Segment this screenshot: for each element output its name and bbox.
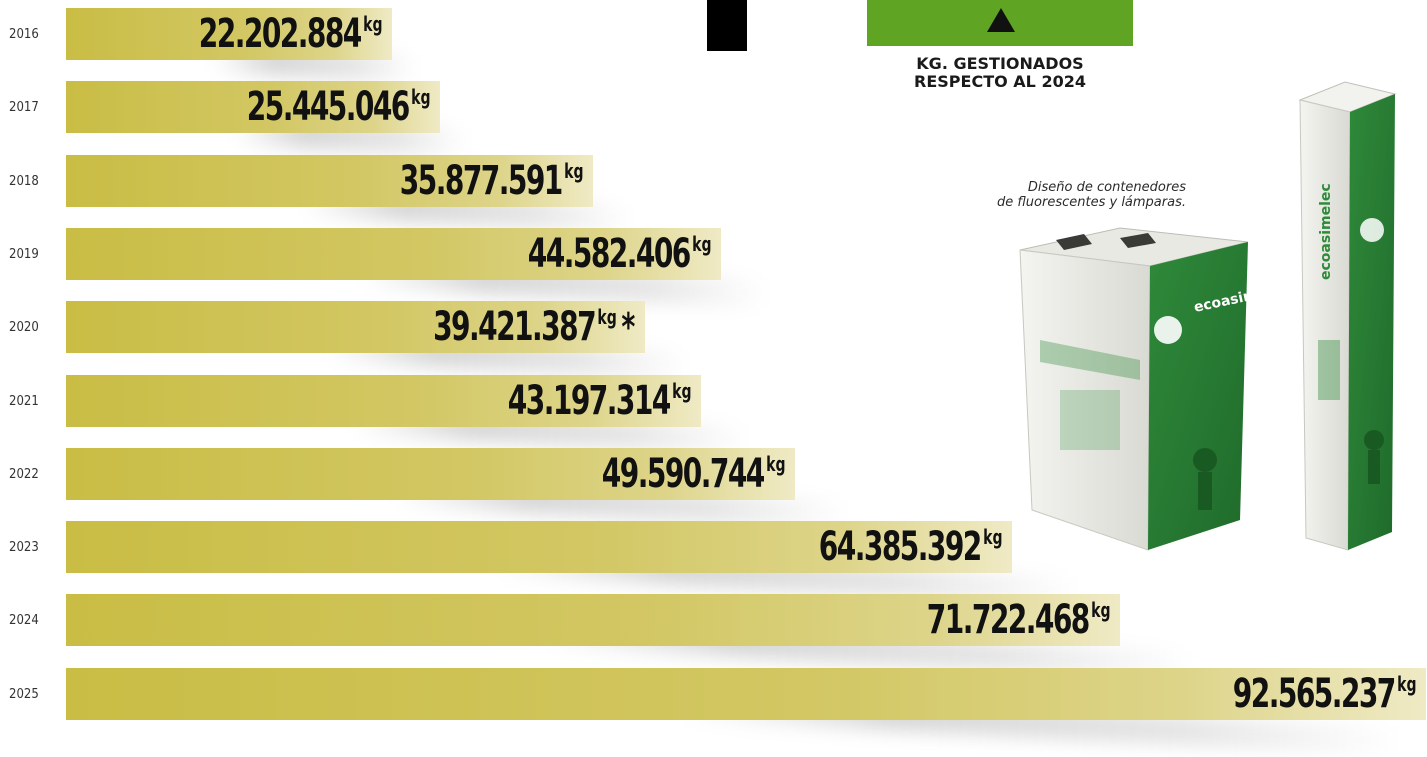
bar-value-number: 25.445.046: [246, 84, 410, 130]
bar-2017: 25.445.046 kg: [66, 81, 440, 133]
bar-chart: 2016 22.202.884 kg 2017 25.445.046 kg 2018 35.8…: [9, 8, 1426, 757]
bar-value-unit: kg: [596, 305, 617, 329]
bar-value-label-2018: 35.877.591 kg: [399, 155, 583, 207]
tall-box-brand-text: ecoasimelec: [1318, 183, 1334, 280]
year-label-2017: 2017: [9, 100, 39, 115]
year-label-2022: 2022: [9, 467, 39, 482]
tall-container-box: ecoasimelec: [1298, 81, 1397, 551]
year-label-2019: 2019: [9, 247, 39, 262]
bar-value-number: 22.202.884: [198, 11, 362, 57]
bar-2020: 39.421.387 kg *: [66, 301, 645, 353]
bar-value-label-2019: 44.582.406 kg: [527, 228, 711, 280]
large-container-box: ecoasimelec: [1019, 227, 1290, 551]
bar-value-unit: kg: [1090, 598, 1110, 622]
bar-value-unit: kg: [671, 379, 691, 403]
bar-value-label-2021: 43.197.314 kg: [507, 375, 691, 427]
recycling-containers-illustration: ecoasimelec ecoasimelec: [1019, 81, 1397, 551]
bar-value-unit: kg: [765, 452, 785, 476]
bar-2023: 64.385.392 kg: [66, 521, 1012, 573]
bar-value-number: 44.582.406: [527, 231, 691, 277]
bar-value-number: 64.385.392: [818, 524, 982, 570]
bar-2016: 22.202.884 kg: [66, 8, 392, 60]
bar-value-unit: kg: [691, 232, 711, 256]
bar-value-note-asterisk: *: [621, 305, 635, 349]
bar-value-unit: kg: [563, 159, 583, 183]
black-square-mark: [707, 0, 747, 51]
year-label-2024: 2024: [9, 613, 39, 628]
year-label-2018: 2018: [9, 174, 39, 189]
bar-value-number: 92.565.237: [1232, 671, 1396, 717]
bar-2025: 92.565.237 kg: [66, 668, 1426, 720]
bar-value-unit: kg: [362, 12, 382, 36]
bar-value-unit: kg: [1396, 672, 1416, 696]
bar-value-number: 39.421.387: [432, 304, 597, 350]
bar-value-label-2017: 25.445.046 kg: [246, 81, 430, 133]
container-design-caption: Diseño de contenedores de fluorescentes …: [997, 180, 1186, 210]
bar-value-label-2020: 39.421.387 kg *: [433, 301, 635, 353]
year-label-2020: 2020: [9, 320, 39, 335]
year-label-2016: 2016: [9, 27, 39, 42]
bar-value-unit: kg: [982, 525, 1002, 549]
bar-2018: 35.877.591 kg: [66, 155, 593, 207]
bar-value-number: 49.590.744: [601, 451, 765, 497]
bar-2021: 43.197.314 kg: [66, 375, 701, 427]
bar-value-label-2025: 92.565.237 kg: [1232, 668, 1416, 720]
bar-value-number: 71.722.468: [926, 597, 1090, 643]
year-label-2025: 2025: [9, 687, 39, 702]
year-label-2023: 2023: [9, 540, 39, 555]
kg-managed-caption-text: KG. GESTIONADOS RESPECTO AL 2024: [914, 54, 1086, 91]
bar-2022: 49.590.744 kg: [66, 448, 795, 500]
bar-value-label-2016: 22.202.884 kg: [198, 8, 382, 60]
kg-managed-caption: KG. GESTIONADOS RESPECTO AL 2024: [867, 55, 1133, 91]
bar-value-number: 43.197.314: [507, 378, 671, 424]
bar-2024: 71.722.468 kg: [66, 594, 1120, 646]
bar-value-unit: kg: [410, 85, 430, 109]
bar-value-label-2024: 71.722.468 kg: [926, 594, 1110, 646]
bar-value-label-2023: 64.385.392 kg: [818, 521, 1002, 573]
year-label-2021: 2021: [9, 394, 39, 409]
bar-2019: 44.582.406 kg: [66, 228, 721, 280]
bar-value-number: 35.877.591: [399, 158, 563, 204]
up-triangle-icon: [987, 8, 1015, 32]
bar-value-label-2022: 49.590.744 kg: [601, 448, 785, 500]
